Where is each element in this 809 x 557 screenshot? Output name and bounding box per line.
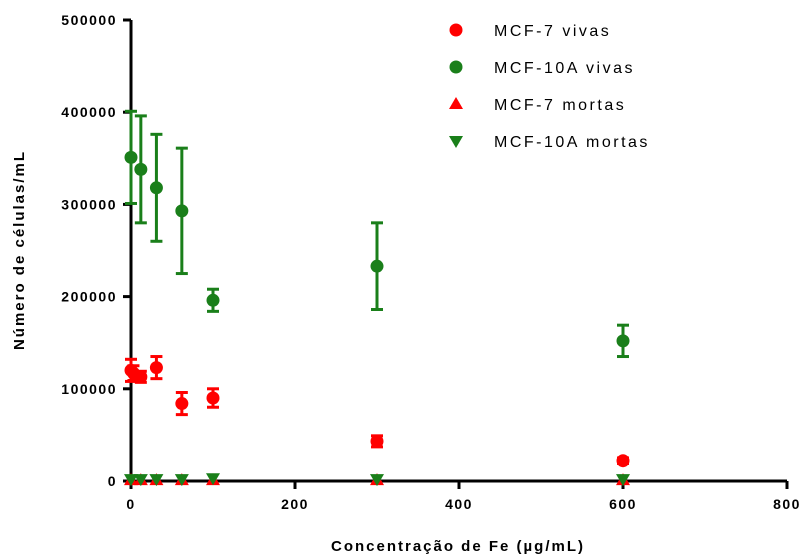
legend-marker [449, 136, 463, 148]
data-point [616, 474, 630, 487]
data-point [370, 259, 384, 273]
plot-area [124, 109, 630, 487]
data-point [370, 434, 384, 448]
legend-label: MCF-7 vivas [494, 23, 611, 40]
x-tick-label: 600 [609, 496, 637, 512]
data-point [149, 361, 163, 375]
series-0 [124, 355, 630, 468]
y-tick-label: 0 [108, 473, 117, 489]
y-tick-label: 100000 [61, 381, 117, 397]
data-point [174, 474, 189, 487]
legend-label: MCF-10A vivas [494, 60, 635, 77]
data-point [206, 473, 220, 486]
y-tick-label: 300000 [61, 196, 117, 212]
legend-marker [449, 60, 463, 74]
x-tick-label: 800 [773, 496, 801, 512]
legend-label: MCF-10A mortas [494, 134, 650, 151]
data-point [206, 391, 220, 405]
legend-marker [449, 97, 463, 109]
x-axis-title: Concentração de Fe (µg/mL) [331, 538, 585, 555]
y-axis-title: Número de células/mL [11, 150, 28, 350]
data-point [149, 474, 164, 487]
data-point [134, 370, 148, 384]
x-tick-label: 0 [126, 496, 135, 512]
axes: 0 200 400 600 800 0 100000 200000 300000 400000 50… [61, 12, 801, 512]
y-tick-label: 200000 [61, 289, 117, 305]
data-point [124, 474, 138, 487]
data-point [134, 162, 148, 176]
data-point [124, 150, 138, 164]
data-point [616, 454, 630, 468]
x-tick-label: 400 [445, 496, 473, 512]
data-point [206, 293, 220, 307]
data-point [175, 397, 189, 411]
data-point [616, 334, 630, 348]
series-1 [124, 109, 630, 359]
y-tick-label: 400000 [61, 104, 117, 120]
legend-label: MCF-7 mortas [494, 97, 626, 114]
data-point [175, 204, 189, 218]
data-point [370, 474, 384, 487]
legend: MCF-7 vivas MCF-10A vivas MCF-7 mortas MCF-… [449, 23, 650, 151]
y-tick-label: 500000 [61, 12, 117, 28]
legend-marker [449, 23, 463, 37]
series-3 [124, 473, 630, 487]
data-point [133, 474, 148, 487]
data-point [149, 181, 163, 195]
x-tick-label: 200 [281, 496, 309, 512]
